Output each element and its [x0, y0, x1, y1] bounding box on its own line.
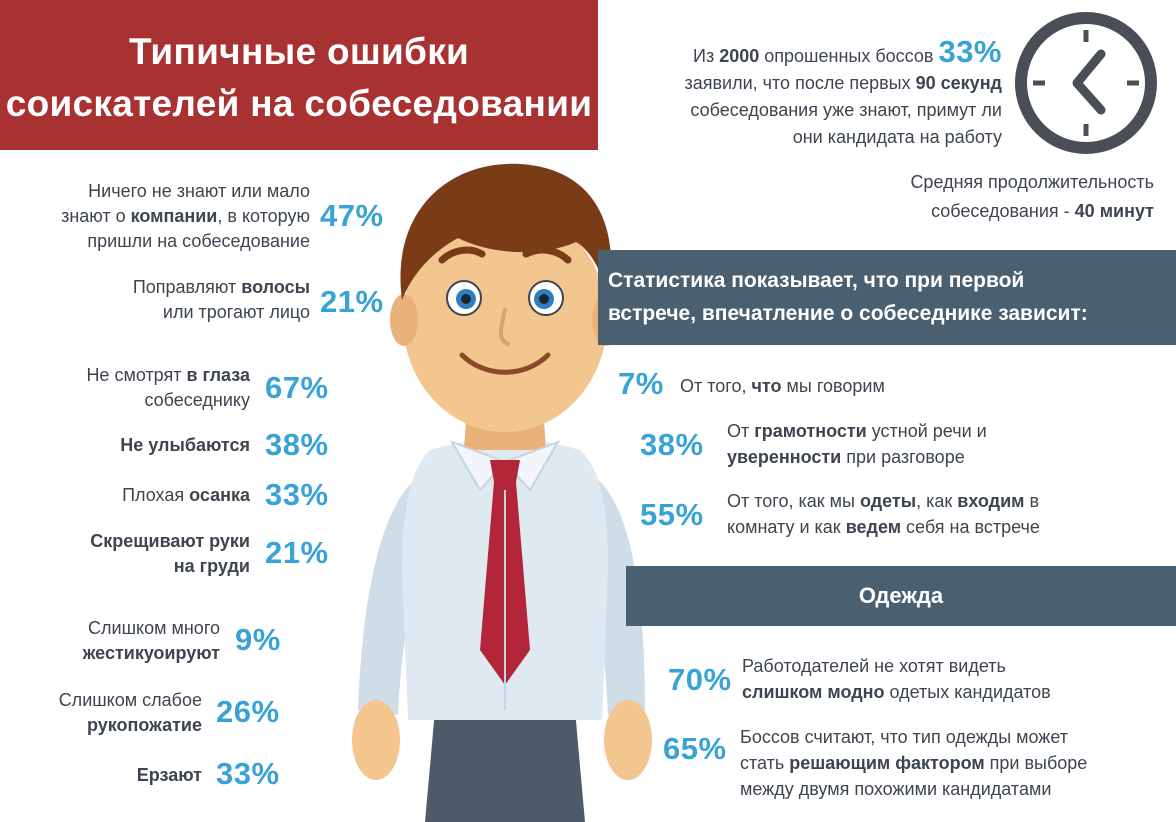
face-shape [403, 208, 607, 432]
mistake-percentage: 38% [265, 427, 329, 462]
left-eyebrow-shape [438, 246, 486, 264]
clothes-header-text: Одежда [858, 583, 944, 608]
mistake-item-text: Плохая осанка [122, 485, 250, 505]
mistake-percentage: 21% [265, 535, 329, 570]
clock-icon [1015, 12, 1157, 154]
left-hand-shape [352, 700, 400, 780]
mistake-percentage: 47% [320, 198, 384, 233]
mistake-item-text: Поправляют волосы или трогают лицо [132, 277, 310, 322]
clothes-percentage: 70% [668, 662, 732, 697]
collar-right-shape [503, 440, 561, 492]
mistake-item-text: Не смотрят в глаза собеседнику [86, 365, 250, 410]
clothes-text: Боссов считают, что тип одежды может ста… [740, 727, 1088, 799]
page-title-line-1: Типичные ошибки [128, 31, 470, 72]
mistake-percentage: 26% [216, 694, 280, 729]
smile-shape [459, 352, 551, 375]
mistake-item-text: Скрещивают руки на груди [90, 531, 250, 576]
mistake-percentage: 33% [216, 756, 280, 791]
stat-percentage: 38% [640, 427, 704, 462]
stat-percentage: 7% [618, 366, 664, 401]
collar-left-shape [449, 440, 507, 492]
tie-knot-shape [490, 460, 520, 482]
mistake-percentage: 9% [235, 622, 281, 657]
right-hand-shape [604, 700, 652, 780]
character-illustration [352, 163, 652, 822]
stat-text: От того, что мы говорим [680, 376, 885, 396]
mistake-percentage: 67% [265, 370, 329, 405]
nose-shape [498, 308, 510, 346]
trousers-shape [425, 710, 585, 822]
clothes-text: Работодателей не хотят видеть слишком мо… [742, 656, 1051, 702]
title-banner [0, 0, 598, 150]
bosses-percentage: 33% [938, 34, 1002, 69]
stats-header-bar: Статистика показывает, что при первой вс… [598, 250, 1176, 345]
clothes-header-bar: Одежда [626, 566, 1176, 626]
hair-shape [400, 163, 612, 300]
mistake-item-text: Слишком слабое рукопожатие [58, 690, 202, 735]
mistake-item-text: Слишком много жестикуоируют [82, 618, 220, 663]
mistake-percentage: 33% [265, 477, 329, 512]
left-ear-shape [390, 294, 418, 346]
right-pupil-shape [539, 294, 549, 304]
stat-text: От того, как мы одеты, как входим в комн… [727, 491, 1040, 537]
bosses-statement: Из 2000 опрошенных боссов 33% заявили, ч… [684, 34, 1002, 147]
average-duration: Средняя продолжительность собеседования … [910, 172, 1154, 221]
right-eyebrow-shape [522, 246, 572, 264]
stat-text: От грамотности устной речи и уверенности… [727, 421, 987, 467]
mistake-item-text: Ничего не знают или мало знают о компани… [61, 181, 310, 251]
stat-percentage: 55% [640, 497, 704, 532]
mistake-item-text: Не улыбаются [120, 435, 250, 455]
left-pupil-shape [461, 294, 471, 304]
mistake-percentage: 21% [320, 284, 384, 319]
stats-header-text: Статистика показывает, что при первой вс… [608, 269, 1088, 325]
page-title-line-2: соискателей на собеседовании [5, 83, 593, 124]
page-title: Типичные ошибки соискателей на собеседов… [0, 26, 598, 130]
mistake-item-text: Ерзают [136, 765, 202, 785]
clothes-percentage: 65% [663, 731, 727, 766]
